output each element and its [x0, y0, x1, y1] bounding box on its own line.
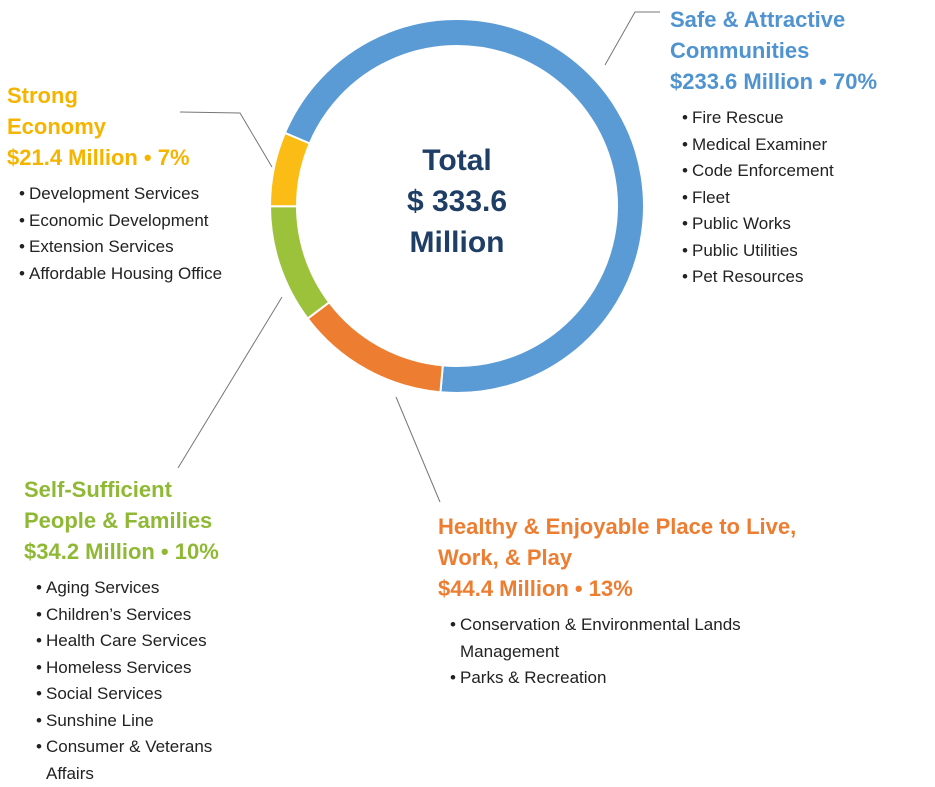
- item: Public Utilities: [682, 238, 920, 265]
- item: Extension Services: [19, 234, 257, 261]
- item: Fleet: [682, 185, 920, 212]
- item: Sunshine Line: [36, 708, 249, 735]
- item: Children’s Services: [36, 602, 249, 629]
- center-label: $ 333.6: [407, 185, 507, 218]
- donut-segment: [306, 300, 444, 394]
- donut-segment: [283, 18, 645, 394]
- category-label: Safe & Attractive Communities $233.6 Mill…: [670, 4, 920, 291]
- item: Development Services: [19, 181, 257, 208]
- item: Medical Examiner: [682, 132, 920, 159]
- category-name: Self-Sufficient People & Families: [24, 477, 213, 533]
- value-label: $34.2 Million • 10%: [24, 539, 219, 564]
- item: Health Care Services: [36, 628, 249, 655]
- leader-lines: [177, 11, 660, 503]
- item: Homeless Services: [36, 655, 249, 682]
- category-label: Self-Sufficient People & Families $34.2 M…: [24, 474, 249, 787]
- item: Public Works: [682, 211, 920, 238]
- leader-line: [604, 11, 660, 66]
- item: Consumer & Veterans Affairs: [36, 734, 249, 787]
- value-label: $233.6 Million • 70%: [670, 69, 878, 94]
- item: Parks & Recreation: [450, 665, 798, 692]
- category-name: Safe & Attractive Communities: [670, 7, 846, 63]
- leader-line: [179, 111, 273, 168]
- item-list: Aging ServicesChildren’s ServicesHealth …: [36, 575, 249, 787]
- item-list: Conservation & Environmental Lands Manag…: [450, 612, 798, 692]
- category-label: Healthy & Enjoyable Place to Live, Work,…: [438, 511, 798, 692]
- category-label: Strong Economy $21.4 Million • 7% Developm…: [7, 80, 257, 287]
- value-label: $21.4 Million • 7%: [7, 145, 190, 170]
- leader-line: [177, 296, 283, 469]
- donut-segment: [268, 131, 312, 208]
- category-name: Strong Economy: [7, 83, 107, 139]
- center-label: Million: [410, 226, 505, 259]
- item: Conservation & Environmental Lands Manag…: [450, 612, 798, 665]
- leader-line: [395, 396, 441, 503]
- item: Aging Services: [36, 575, 249, 602]
- category-name: Healthy & Enjoyable Place to Live, Work,…: [438, 514, 797, 570]
- item: Economic Development: [19, 208, 257, 235]
- center-label: Total: [422, 144, 491, 177]
- item-list: Development ServicesEconomic Development…: [19, 181, 257, 287]
- item: Affordable Housing Office: [19, 261, 257, 288]
- item: Pet Resources: [682, 264, 920, 291]
- item-list: Fire RescueMedical ExaminerCode Enforcem…: [682, 105, 920, 291]
- chart: $ 333.6 Million Total: [177, 11, 660, 503]
- item: Fire Rescue: [682, 105, 920, 132]
- item: Social Services: [36, 681, 249, 708]
- item: Code Enforcement: [682, 158, 920, 185]
- value-label: $44.4 Million • 13%: [438, 576, 633, 601]
